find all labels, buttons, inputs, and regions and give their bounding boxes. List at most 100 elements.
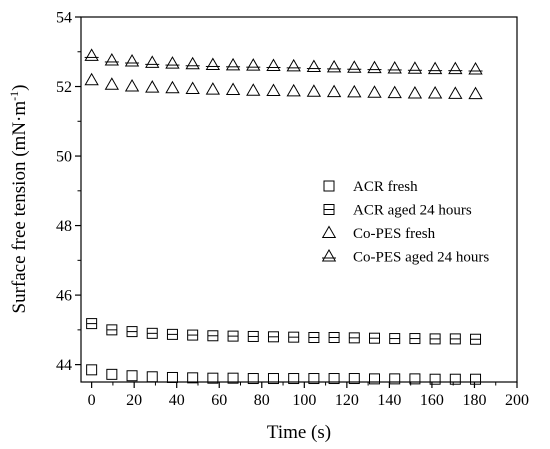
data-point [326,84,342,98]
data-point [124,79,140,92]
data-point [328,373,340,385]
data-point [468,61,483,75]
data-point [106,324,118,336]
x-tick-label: 180 [462,392,486,409]
y-tick-label: 52 [56,79,72,96]
data-point [427,61,443,75]
legend: ACR fresh ACR aged 24 hours Co-PES fresh Co… [321,179,489,266]
y-tick-label: 50 [56,149,72,166]
data-point [205,82,221,95]
data-point [387,60,402,74]
data-point [247,330,259,342]
data-point [145,55,160,68]
data-point [166,371,178,383]
x-axis-title: Time (s) [267,422,331,443]
data-point [448,86,463,99]
data-point [389,333,401,345]
data-point [308,373,320,385]
x-tick-label: 80 [254,392,270,409]
x-tick-label: 120 [335,392,359,409]
data-point [86,364,98,376]
data-point [308,332,320,344]
y-tick-label: 54 [56,10,72,27]
data-point [225,57,241,71]
data-point [166,328,178,340]
series-1 [86,318,482,345]
data-point [187,329,199,341]
data-point [347,84,362,98]
legend-label: Co-PES fresh [353,226,436,242]
legend-marker [323,204,335,215]
data-point [185,81,200,94]
data-point [367,60,382,74]
data-point [207,372,219,384]
y-tick-label: 46 [56,288,72,305]
y-axis-title-superscript: -1 [7,91,21,101]
data-point [367,85,382,98]
data-point [247,373,259,385]
data-point [207,330,219,342]
data-point [266,58,281,72]
data-point [449,373,461,385]
data-point [470,373,482,385]
data-point [429,333,441,345]
data-point [126,326,138,338]
data-point [165,80,180,94]
data-point [165,56,180,69]
data-point [348,373,360,385]
data-point [348,332,360,344]
x-tick-label: 40 [169,392,185,409]
data-point [227,330,239,342]
data-point [225,82,241,95]
data-point [86,318,98,330]
data-point [246,58,261,71]
data-point [266,83,281,97]
data-point [409,373,421,385]
data-point [407,85,423,99]
y-tick-label: 48 [56,218,72,235]
data-point [429,373,441,385]
data-point [205,57,221,70]
x-tick-label: 0 [88,392,96,409]
data-markers [84,48,483,385]
x-tick-label: 160 [420,392,444,409]
data-point [409,333,421,345]
legend-label: Co-PES aged 24 hours [353,250,489,266]
data-point [84,72,99,86]
data-point [369,332,381,344]
data-point [468,86,483,100]
data-point [389,373,401,385]
data-point [124,53,140,67]
data-point [407,61,423,74]
data-point [146,371,158,383]
x-tick-label: 140 [377,392,401,409]
data-point [288,373,300,385]
x-tick-label: 100 [292,392,316,409]
legend-marker [321,225,337,238]
data-point [449,333,461,345]
data-point [246,83,261,96]
data-point [427,85,443,99]
y-axis-title: Surface free tension (mN·m-1) [7,85,30,314]
series-0 [86,364,482,385]
series-3 [84,48,483,75]
data-point [104,52,120,66]
data-point [328,332,340,344]
legend-label: ACR fresh [353,179,418,195]
data-point [106,368,118,380]
legend-label: ACR aged 24 hours [353,203,472,219]
data-point [146,327,158,339]
x-tick-label: 60 [211,392,227,409]
legend-marker [321,248,337,262]
series-2 [84,72,483,100]
data-point [347,60,362,73]
data-point [227,372,239,384]
legend-marker [323,180,335,192]
data-point [104,77,120,90]
data-point [306,84,322,97]
data-point [286,83,301,97]
axis-ticks: 0 20 40 60 80 100 120 140 160 180 200 44 46 48 50 52 54 [56,10,529,410]
data-point [306,59,322,73]
data-point [288,331,300,343]
